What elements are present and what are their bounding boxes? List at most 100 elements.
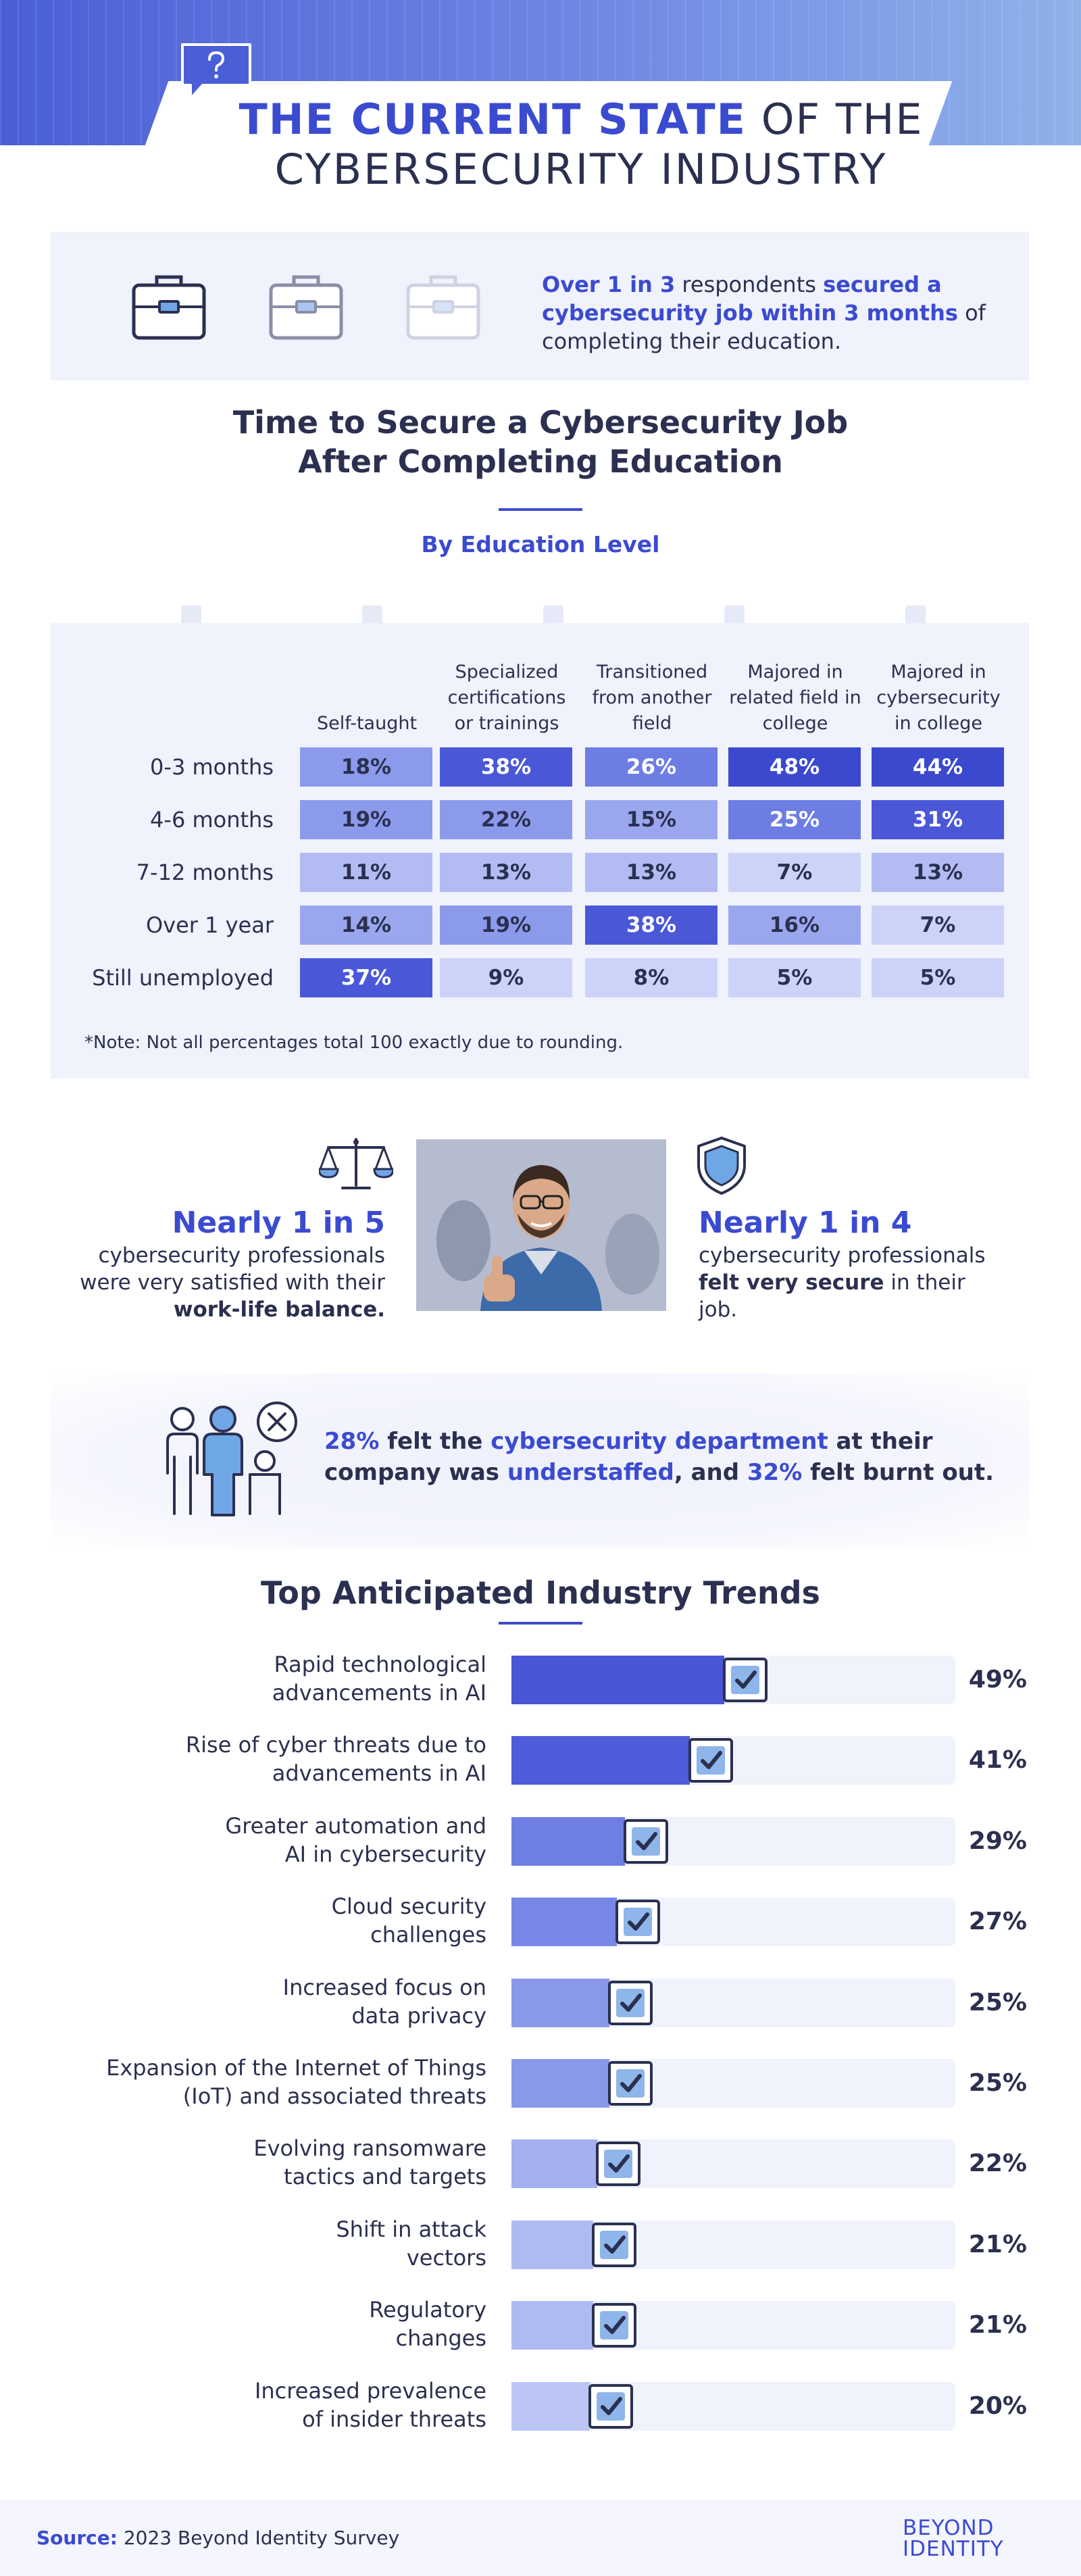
stat-job-security: Nearly 1 in 4 cybersecurity professional… — [699, 1204, 996, 1323]
chart-title: Top Anticipated Industry Trends — [261, 1575, 820, 1611]
trend-label-line: data privacy — [351, 2003, 486, 2029]
scale-icon — [319, 1138, 393, 1189]
column-header: Specialized certifications or trainings — [447, 662, 566, 734]
trend-label-line: vectors — [406, 2245, 486, 2271]
table-cell: 22% — [440, 800, 572, 839]
bar-track — [511, 1817, 955, 1866]
team-understaffed-icon — [166, 1402, 297, 1516]
trend-label: Regulatory changes — [61, 2296, 486, 2352]
trend-label-line: Cloud security — [331, 1893, 486, 1919]
bar — [511, 2059, 609, 2108]
professional-photo — [416, 1139, 666, 1311]
bar-track — [511, 1656, 955, 1704]
checkbox-icon — [688, 1738, 733, 1783]
table-note: *Note: Not all percentages total 100 exa… — [84, 1033, 624, 1053]
checkbox-icon — [608, 2061, 653, 2106]
table-cell: 44% — [872, 747, 1004, 787]
section-title-time-to-job: Time to Secure a Cybersecurity Job After… — [232, 404, 849, 480]
table-cell: 5% — [728, 958, 861, 997]
callout-job-secured — [51, 232, 1029, 380]
checkbox-icon — [592, 2303, 636, 2348]
table-cell: 8% — [585, 958, 718, 997]
table-cell: 14% — [300, 906, 432, 945]
checkbox-icon — [615, 1900, 660, 1944]
trend-label-line: Rise of cyber threats due to — [185, 1732, 486, 1758]
column-header: Majored in related field in college — [729, 662, 861, 734]
stat-work-life-balance: Nearly 1 in 5 cybersecurity professional… — [61, 1204, 385, 1323]
checkbox-icon — [592, 2223, 636, 2267]
table-cell: 7% — [872, 906, 1004, 945]
bar-track — [511, 1898, 955, 1946]
trend-label-line: Evolving ransomware — [253, 2135, 486, 2161]
logo-line1: BEYOND — [903, 2516, 995, 2540]
trend-label-line: challenges — [370, 1922, 486, 1948]
table-cell: 38% — [440, 747, 572, 787]
question-bubble-icon — [181, 43, 251, 100]
bar-track — [511, 2382, 955, 2431]
bar-track — [511, 1736, 955, 1785]
column-header: Transitioned from another field — [592, 662, 712, 734]
trend-label-line: of insider threats — [302, 2406, 486, 2432]
stat-left-headline: Nearly 1 in 5 — [172, 1206, 385, 1240]
chart-title-rule — [499, 1622, 582, 1625]
stat-right-headline: Nearly 1 in 4 — [699, 1206, 912, 1240]
table-cell: 19% — [440, 906, 572, 945]
callout-job-secured-text: Over 1 in 3 respondents secured a cybers… — [542, 272, 986, 354]
trend-label-line: Increased prevalence — [254, 2378, 486, 2404]
table-cell: 31% — [872, 800, 1004, 839]
row-label: Still unemployed — [92, 965, 274, 991]
table-cell: 18% — [300, 747, 432, 787]
trend-label: Rapid technological advancements in AI — [61, 1650, 486, 1707]
bar — [511, 2221, 593, 2269]
table-cell: 48% — [728, 747, 861, 787]
table-cell: 26% — [585, 747, 718, 787]
checkbox-icon — [596, 2141, 640, 2186]
briefcase-icon — [269, 275, 343, 340]
bar — [511, 1656, 724, 1704]
bar-value-label: 29% — [968, 1827, 1027, 1855]
trend-label: Greater automation and AI in cybersecurit… — [61, 1812, 486, 1868]
checkbox-icon — [588, 2384, 633, 2429]
trend-label: Increased focus on data privacy — [61, 1973, 486, 2030]
trend-label: Evolving ransomware tactics and targets — [61, 2134, 486, 2191]
trend-label: Shift in attack vectors — [61, 2215, 486, 2272]
bar-track — [511, 2301, 955, 2350]
checkbox-icon — [624, 1819, 668, 1864]
table-cell: 16% — [728, 906, 861, 945]
bar-value-label: 25% — [968, 2069, 1027, 2097]
bar-value-label: 27% — [968, 1908, 1027, 1935]
table-cell: 13% — [440, 853, 572, 892]
stat-left-text: cybersecurity professionals were very sa… — [80, 1243, 385, 1322]
trend-label: Cloud security challenges — [61, 1892, 486, 1949]
trend-label-line: (IoT) and associated threats — [182, 2083, 486, 2109]
checkbox-icon — [608, 1981, 653, 2025]
footer — [0, 2500, 1081, 2576]
briefcase-icon — [132, 275, 206, 340]
brand-logo: BEYOND IDENTITY — [903, 2518, 1031, 2560]
table-cell: 7% — [728, 853, 861, 892]
title-rest: OF THE — [746, 95, 924, 144]
bar-track — [511, 1979, 955, 2027]
trend-label-line: advancements in AI — [272, 1680, 486, 1706]
row-label: 7-12 months — [136, 860, 274, 885]
bar-value-label: 25% — [968, 1989, 1027, 2016]
trend-label-line: changes — [395, 2325, 486, 2351]
trend-label-line: Greater automation and — [225, 1813, 486, 1839]
page-title: THE CURRENT STATE OF THE — [0, 95, 1081, 144]
table-cell: 13% — [585, 853, 718, 892]
bar — [511, 2301, 593, 2350]
bar-track — [511, 2221, 955, 2269]
bar-track — [511, 2139, 955, 2188]
trend-label: Expansion of the Internet of Things (IoT)… — [61, 2054, 486, 2110]
trend-label-line: Increased focus on — [282, 1975, 486, 2000]
bar-value-label: 21% — [968, 2311, 1027, 2339]
trend-label: Rise of cyber threats due to advancements… — [61, 1731, 486, 1787]
trend-label-line: advancements in AI — [272, 1760, 486, 1786]
table-cell: 38% — [585, 906, 718, 945]
source-note: Source: 2023 Beyond Identity Survey — [36, 2527, 400, 2549]
bar — [511, 1979, 609, 2027]
logo-line2: IDENTITY — [903, 2537, 1004, 2561]
callout-understaffed-text: 28% felt the cybersecurity department at… — [324, 1428, 995, 1486]
bar-value-label: 20% — [968, 2392, 1027, 2420]
bar — [511, 1736, 690, 1785]
